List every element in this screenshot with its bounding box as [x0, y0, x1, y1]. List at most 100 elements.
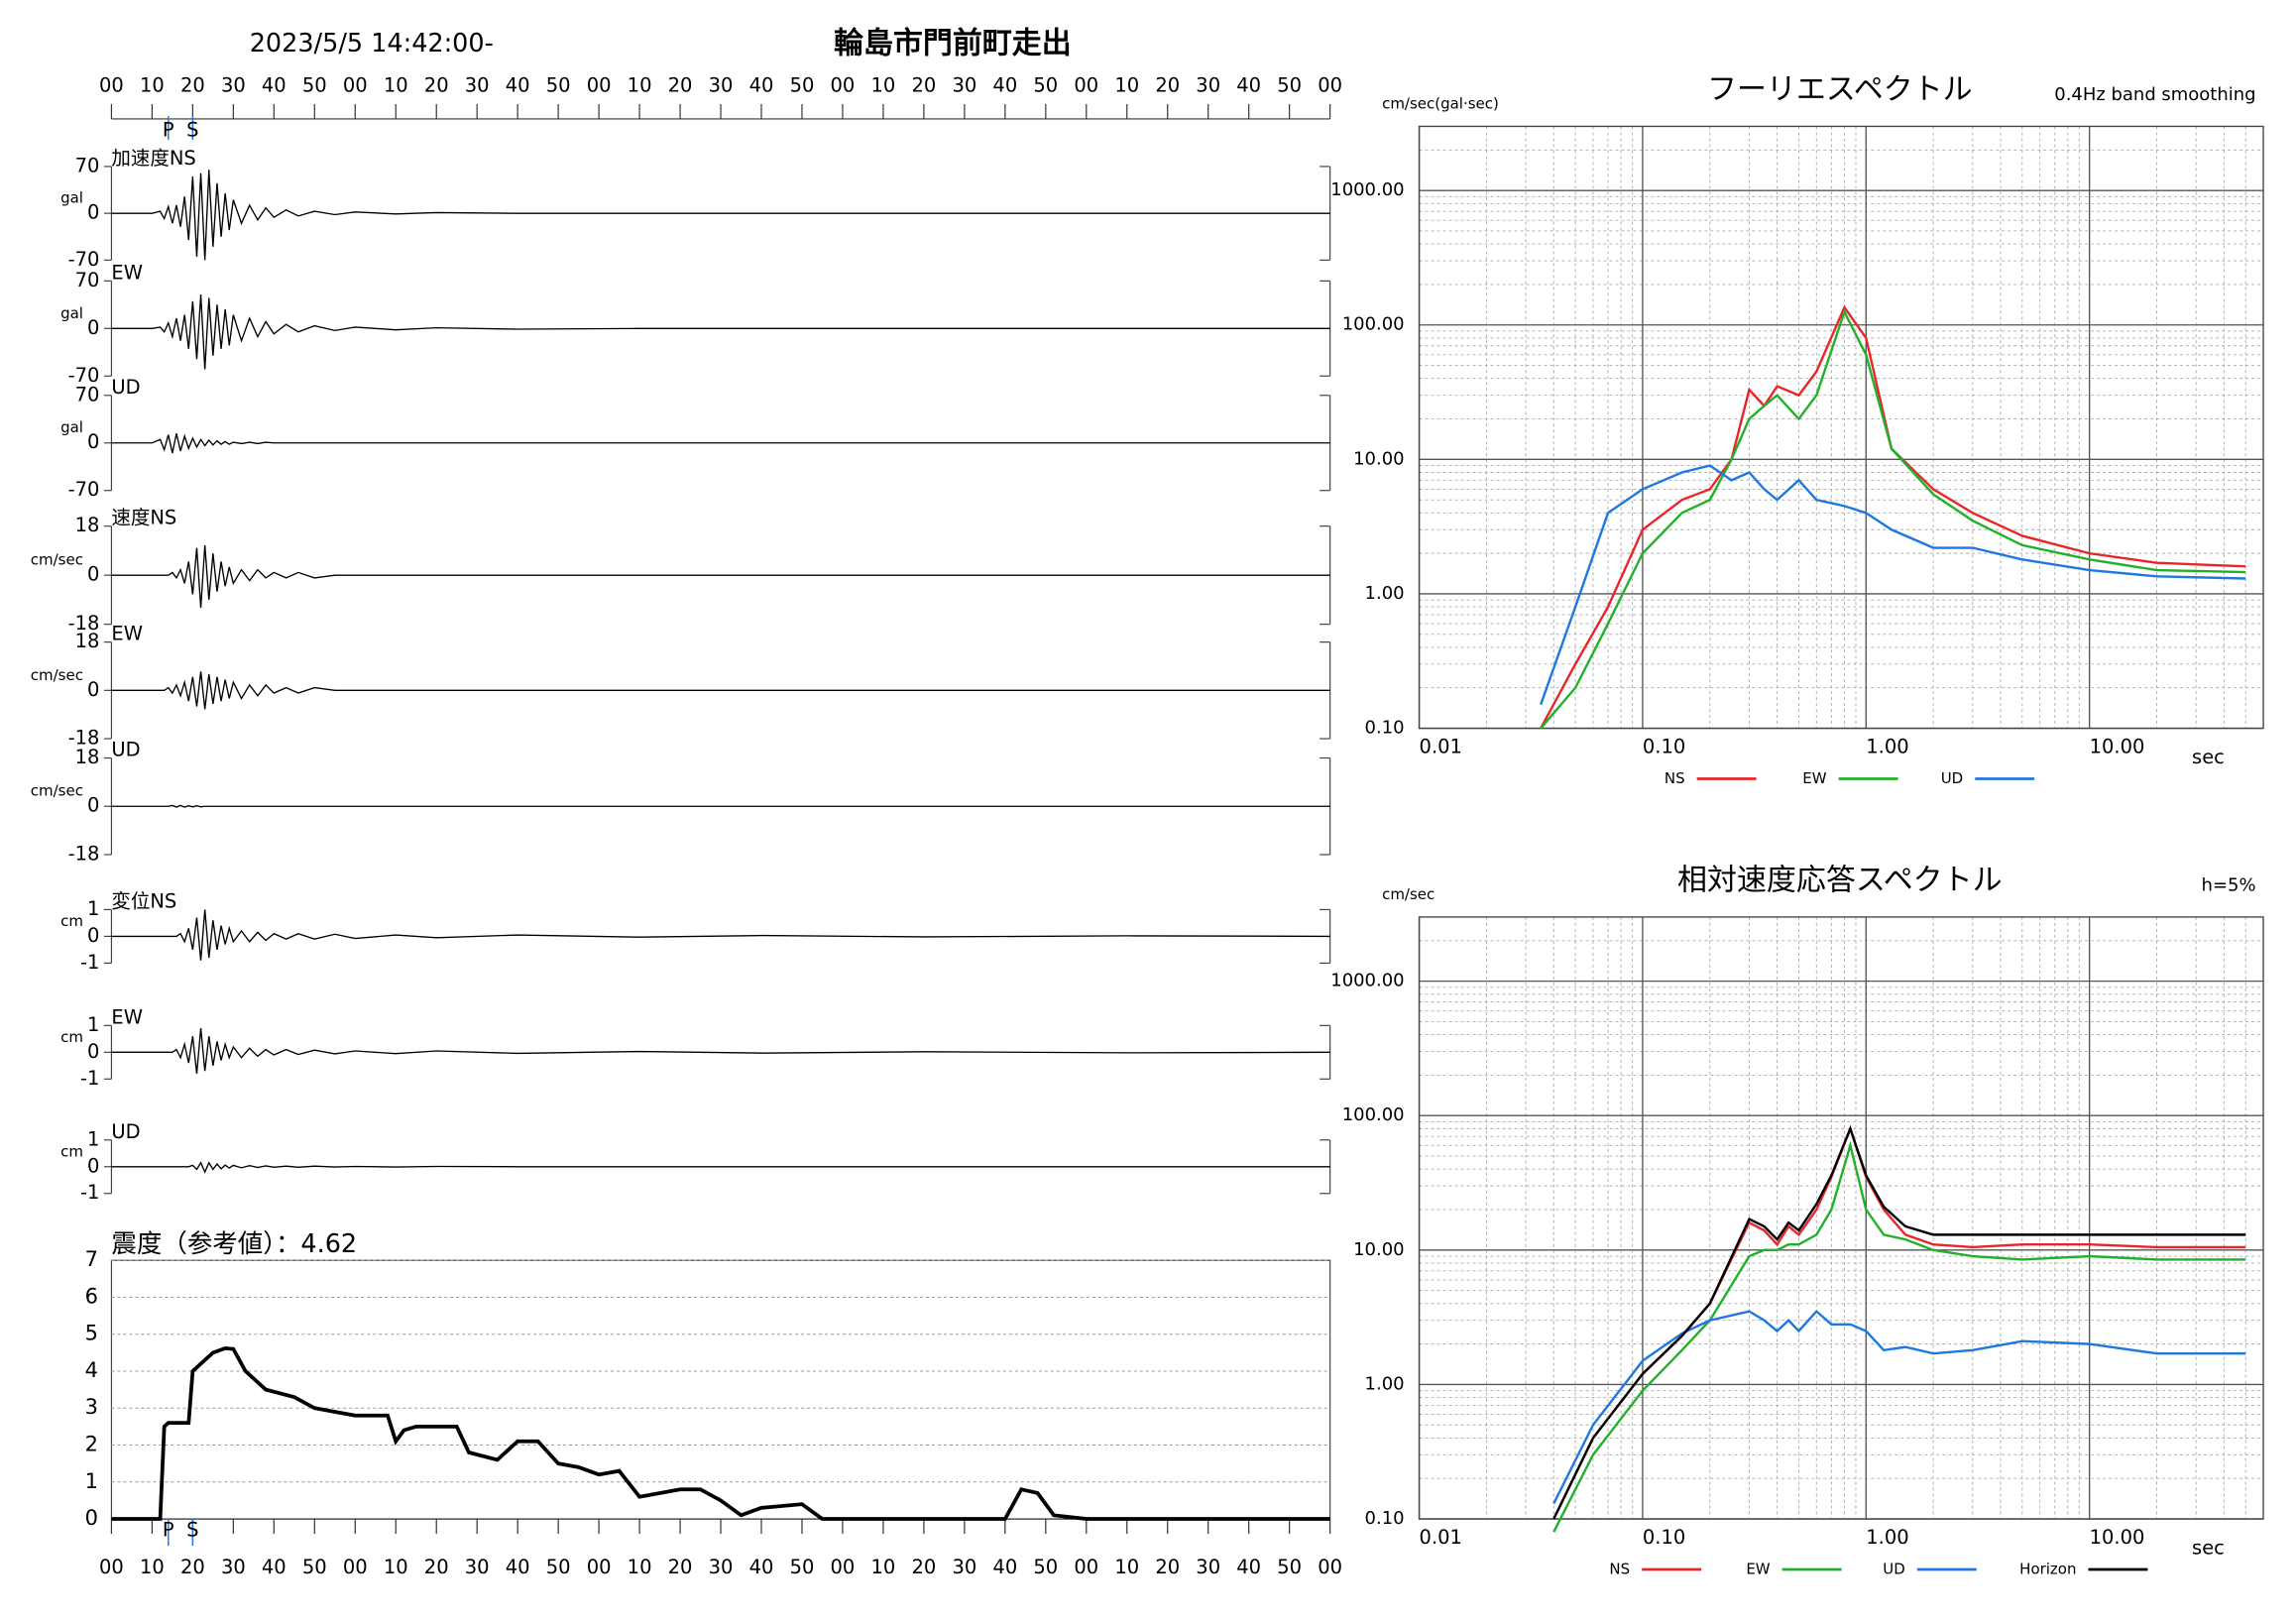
waveform-trace	[111, 804, 1330, 808]
phase-label: P	[163, 1519, 174, 1542]
y-tick-label: 0	[87, 563, 99, 586]
intensity-line	[111, 1345, 1330, 1521]
x-tick-label: 00	[343, 1556, 368, 1578]
x-tick-label: 40	[506, 1556, 530, 1578]
y-tick-label: 100.00	[1342, 1104, 1405, 1125]
x-tick-label: 10.00	[2090, 736, 2145, 758]
x-tick-label: 40	[749, 73, 774, 96]
trace-name: UD	[111, 739, 140, 761]
y-tick-label: 1000.00	[1330, 179, 1404, 200]
x-tick-label: 50	[302, 1556, 327, 1578]
y-tick-label: 0	[87, 678, 99, 701]
x-tick-label: 40	[1236, 1556, 1261, 1578]
unit-label: cm/sec	[31, 782, 83, 800]
x-tick-label: 10	[871, 1556, 896, 1578]
x-tick-label: 20	[180, 73, 205, 96]
y-tick-label: 0	[87, 430, 99, 453]
intensity-title: 震度（参考値）：4.62	[111, 1229, 357, 1259]
x-tick-label: 40	[749, 1556, 774, 1578]
x-tick-label: 30	[221, 1556, 246, 1578]
phase-label: S	[186, 1519, 198, 1542]
y-tick-label: -70	[68, 364, 100, 387]
y-tick-label: 5	[85, 1322, 98, 1345]
y-axis-label: cm/sec	[1382, 885, 1435, 903]
trace-name: 変位NS	[111, 889, 176, 912]
x-tick-label: 30	[465, 1556, 490, 1578]
x-tick-label: 0.10	[1643, 736, 1685, 758]
y-tick-label: 18	[75, 630, 100, 652]
plot-frame	[1418, 125, 2264, 730]
y-tick-label: 0	[87, 924, 99, 947]
legend-label: NS	[1665, 769, 1685, 787]
legend-label: UD	[1941, 769, 1964, 787]
unit-label: cm	[60, 1142, 83, 1160]
legend-label: EW	[1746, 1561, 1770, 1578]
y-tick-label: -1	[80, 951, 99, 974]
record-datetime: 2023/5/5 14:42:00-	[250, 29, 494, 58]
x-tick-label: 50	[1033, 73, 1058, 96]
x-tick-label: 10	[1114, 1556, 1139, 1578]
y-tick-label: 0	[87, 1154, 99, 1177]
y-tick-label: 100.00	[1342, 314, 1405, 335]
x-tick-label: 20	[424, 1556, 449, 1578]
y-tick-label: 1000.00	[1330, 971, 1404, 991]
station-name: 輪島市門前町走出	[834, 27, 1072, 61]
y-tick-label: 2	[85, 1433, 98, 1456]
x-tick-label: 20	[424, 73, 449, 96]
waveform-trace	[111, 432, 1330, 454]
x-tick-label: 20	[912, 1556, 937, 1578]
x-tick-label: 50	[790, 1556, 815, 1578]
y-tick-label: 1	[87, 897, 99, 920]
y-tick-label: -18	[68, 727, 100, 750]
unit-label: gal	[60, 189, 83, 207]
x-tick-label: 10	[1114, 73, 1139, 96]
y-tick-label: 1	[87, 1013, 99, 1036]
y-tick-label: 1	[85, 1469, 98, 1493]
y-tick-label: 7	[85, 1247, 98, 1271]
chart-title: 相対速度応答スペクトル	[1677, 863, 2003, 897]
x-tick-label: 00	[831, 73, 856, 96]
x-tick-label: 00	[587, 73, 612, 96]
waveform-trace	[111, 170, 1330, 261]
x-tick-label: 1.00	[1866, 736, 1908, 758]
unit-label: gal	[60, 418, 83, 436]
trace-name: UD	[111, 1120, 140, 1143]
waveform-trace	[111, 1161, 1330, 1174]
chart-title: フーリエスペクトル	[1707, 72, 1973, 107]
x-tick-label: 20	[1155, 1556, 1180, 1578]
y-tick-label: 0	[87, 201, 99, 224]
x-tick-label: 50	[790, 73, 815, 96]
y-tick-label: 0	[87, 794, 99, 817]
x-tick-label: 0.10	[1643, 1526, 1685, 1549]
x-tick-label: 50	[1277, 73, 1302, 96]
waveform-trace	[111, 294, 1330, 370]
waveform-trace	[111, 671, 1330, 710]
x-tick-label: 20	[912, 73, 937, 96]
x-tick-label: 30	[1196, 73, 1220, 96]
x-tick-label: 00	[831, 1556, 856, 1578]
x-tick-label: 10	[140, 73, 165, 96]
unit-label: cm	[60, 912, 83, 930]
x-tick-label: 00	[1074, 73, 1098, 96]
waveform-trace	[111, 909, 1330, 961]
trace-name: EW	[111, 1005, 143, 1028]
x-tick-label: 10	[628, 1556, 652, 1578]
legend-label: EW	[1802, 769, 1826, 787]
chart-subtitle: h=5%	[2202, 874, 2256, 895]
y-tick-label: -18	[68, 612, 100, 635]
x-tick-label: 00	[99, 1556, 124, 1578]
y-tick-label: 10.00	[1353, 1239, 1404, 1260]
unit-label: gal	[60, 304, 83, 322]
y-tick-label: -70	[68, 478, 100, 501]
x-tick-label: 00	[1074, 1556, 1098, 1578]
x-tick-label: 20	[668, 73, 693, 96]
unit-label: cm/sec	[31, 551, 83, 569]
x-tick-label: 30	[465, 73, 490, 96]
x-axis-label: sec	[2192, 1537, 2225, 1560]
spectrum-line	[1552, 1124, 2246, 1520]
trace-name: UD	[111, 376, 140, 399]
x-tick-label: 10	[140, 1556, 165, 1578]
x-tick-label: 00	[1318, 1556, 1342, 1578]
